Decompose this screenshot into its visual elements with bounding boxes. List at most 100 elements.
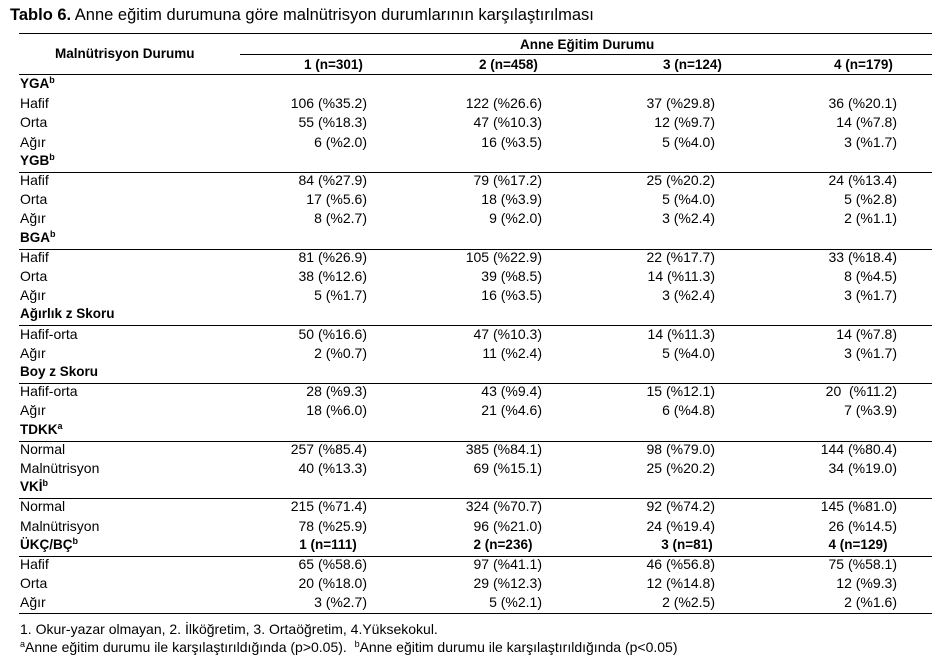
table-cell: 6 (%4.8): [662, 402, 715, 419]
section-label: Boy z Skoru: [20, 364, 98, 379]
table-cell: 84 (%27.9): [298, 172, 367, 188]
table-row: Hafif 81 (%26.9) 105 (%22.9) 22 (%17.7) 33 (…: [0, 249, 947, 268]
table-cell: 33 (%18.4): [828, 248, 897, 265]
table-row: Ağır 3 (%2.7) 5 (%2.1) 2 (%2.5) 2 (%1.6): [0, 594, 947, 613]
section-label: TDKKa: [20, 420, 63, 437]
section-rule: [19, 248, 932, 250]
table-cell: 2 (%0.7): [314, 344, 367, 361]
section-rule: [19, 325, 932, 327]
table-cell: 5 (%4.0): [662, 191, 715, 208]
table-cell: 14 (%7.8): [836, 325, 897, 342]
section-name: YGB: [20, 152, 50, 168]
table-row: Orta 38 (%12.6) 39 (%8.5) 14 (%11.3) 8 (%4.5…: [0, 268, 947, 287]
section-superscript: a: [57, 420, 63, 431]
table-cell: 78 (%25.9): [298, 517, 367, 534]
table-cell: 55 (%18.3): [298, 114, 367, 131]
row-label: Ağır: [20, 594, 46, 611]
section-superscript: b: [42, 478, 49, 489]
footnote-1: 1. Okur-yazar olmayan, 2. İlköğretim, 3.…: [20, 621, 438, 637]
section-rule: [19, 171, 932, 173]
section-name: BGA: [20, 229, 50, 245]
table-cell: 24 (%19.4): [646, 517, 715, 534]
table-cell: 81 (%26.9): [298, 248, 367, 265]
table-cell: 17 (%5.6): [306, 191, 367, 208]
section-header: TDKKa: [0, 420, 947, 441]
table-cell: 145 (%81.0): [820, 498, 897, 515]
table-row: Orta 55 (%18.3) 47 (%10.3) 12 (%9.7) 14 (%7.…: [0, 114, 947, 133]
table-cell: 106 (%35.2): [290, 95, 367, 112]
table-cell: 16 (%3.5): [481, 287, 542, 304]
table-row: Ağır 8 (%2.7) 9 (%2.0) 3 (%2.4) 2 (%1.1): [0, 210, 947, 229]
footnote-b: Anne eğitim durumu ile karşılaştırıldığı…: [359, 639, 678, 655]
section-header: YGBb: [0, 152, 947, 172]
row-label: Orta: [20, 114, 48, 131]
group-header-rule: [240, 54, 932, 55]
row-label: Ağır: [20, 344, 46, 361]
table-cell: 6 (%2.0): [314, 133, 367, 150]
table-cell: 21 (%4.6): [481, 402, 542, 419]
table-cell: 50 (%16.6): [298, 325, 367, 342]
table-cell: 5 (%2.1): [489, 594, 542, 611]
row-label: Hafif: [20, 172, 49, 188]
table-cell: 14 (%7.8): [836, 114, 897, 131]
table-row: Orta 17 (%5.6) 18 (%3.9) 5 (%4.0) 5 (%2.8): [0, 191, 947, 210]
row-label: Hafif: [20, 556, 49, 572]
table-cell: 98 (%79.0): [646, 440, 715, 457]
table-cell: 9 (%2.0): [489, 210, 542, 227]
section-header: ÜKÇ/BÇb 1 (n=111) 2 (n=236) 3 (n=81) 4 (n=12…: [0, 535, 947, 556]
section-col-header: 2 (n=236): [473, 536, 533, 552]
col-header-1: 1 (n=301): [304, 57, 363, 72]
table-cell: 38 (%12.6): [298, 268, 367, 284]
table-cell: 5 (%2.8): [844, 191, 897, 208]
section-name: Ağırlık z Skoru: [20, 306, 115, 322]
table-cell: 25 (%20.2): [646, 172, 715, 188]
table-cell: 5 (%4.0): [662, 344, 715, 361]
table-cell: 122 (%26.6): [465, 95, 542, 112]
table-row: Ağır 18 (%6.0) 21 (%4.6) 6 (%4.8) 7 (%3.9): [0, 402, 947, 421]
table-cell: 7 (%3.9): [844, 402, 897, 419]
section-label: Ağırlık z Skoru: [20, 306, 115, 321]
table-row: Malnütrisyon 78 (%25.9) 96 (%21.0) 24 (%19.…: [0, 518, 947, 537]
table-cell: 46 (%56.8): [646, 556, 715, 572]
section-header: Boy z Skoru: [0, 364, 947, 383]
row-label: Ağır: [20, 402, 46, 419]
section-rule: [19, 383, 932, 384]
table-row: Hafif 65 (%58.6) 97 (%41.1) 46 (%56.8) 75 (%…: [0, 556, 947, 575]
table-row: Ağır 6 (%2.0) 16 (%3.5) 5 (%4.0) 3 (%1.7): [0, 134, 947, 153]
table-caption: Anne eğitim durumuna göre malnütrisyon d…: [71, 6, 594, 24]
footnote-sup-a: a: [20, 639, 26, 649]
section-col-header: 3 (n=81): [661, 536, 713, 552]
table-cell: 47 (%10.3): [473, 114, 542, 131]
table-cell: 257 (%85.4): [290, 440, 367, 457]
section-header: Ağırlık z Skoru: [0, 306, 947, 325]
row-label: Ağır: [20, 287, 46, 304]
table-cell: 2 (%1.6): [844, 594, 897, 611]
table-cell: 2 (%2.5): [662, 594, 715, 611]
row-label: Malnütrisyon: [20, 460, 100, 476]
table-row: Normal 257 (%85.4) 385 (%84.1) 98 (%79.0) 14…: [0, 441, 947, 460]
table-cell: 20 (%18.0): [298, 575, 367, 592]
row-label: Malnütrisyon: [20, 517, 100, 534]
table-cell: 3 (%1.7): [844, 344, 897, 361]
table-cell: 69 (%15.1): [473, 460, 542, 476]
table-cell: 15 (%12.1): [646, 383, 715, 400]
section-header: YGAb: [0, 76, 947, 95]
table-row: Normal 215 (%71.4) 324 (%70.7) 92 (%74.2) 14…: [0, 498, 947, 517]
section-name: Boy z Skoru: [20, 364, 99, 379]
table-row: Malnütrisyon 40 (%13.3) 69 (%15.1) 25 (%20.…: [0, 460, 947, 479]
table-cell: 75 (%58.1): [828, 556, 897, 572]
table-row: Ağır 2 (%0.7) 11 (%2.4) 5 (%4.0) 3 (%1.7): [0, 345, 947, 364]
section-header: BGAb: [0, 229, 947, 249]
section-superscript: b: [72, 535, 79, 546]
table-cell: 26 (%14.5): [828, 517, 897, 534]
table-cell: 12 (%14.8): [646, 575, 715, 592]
table-cell: 14 (%11.3): [647, 268, 715, 284]
table-cell: 2 (%1.1): [844, 210, 897, 227]
section-rule: [19, 440, 932, 442]
table-cell: 5 (%4.0): [662, 133, 715, 150]
table-cell: 96 (%21.0): [473, 517, 542, 534]
section-header: VKİb: [0, 479, 947, 498]
table-cell: 43 (%9.4): [481, 383, 542, 400]
table-cell: 385 (%84.1): [465, 440, 542, 457]
row-label: Orta: [20, 191, 48, 208]
